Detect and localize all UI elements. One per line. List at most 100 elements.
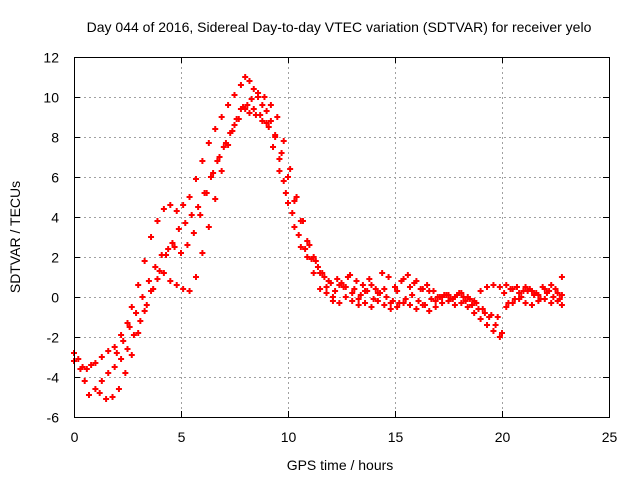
data-point (85, 392, 92, 398)
data-point (321, 274, 328, 280)
data-point (167, 202, 174, 208)
data-point (105, 370, 112, 376)
data-point (126, 324, 133, 330)
data-point (222, 140, 229, 146)
y-axis-label: SDTVAR / TECUs (7, 181, 23, 293)
data-point (494, 314, 501, 320)
data-point (297, 244, 304, 250)
data-point (539, 284, 546, 290)
data-point (141, 308, 148, 314)
data-point (503, 282, 510, 288)
data-point (199, 158, 206, 164)
data-point (392, 284, 398, 290)
data-point (381, 302, 388, 308)
data-point (160, 270, 167, 276)
data-point (96, 390, 103, 396)
data-point (351, 286, 358, 292)
data-point (406, 302, 413, 308)
data-point (199, 250, 206, 256)
data-point (291, 224, 298, 230)
data-point (156, 268, 163, 274)
data-point (481, 310, 488, 316)
data-point (203, 190, 210, 196)
data-point (246, 78, 253, 84)
data-point (122, 370, 129, 376)
data-point (282, 190, 289, 196)
x-tick-label: 20 (495, 429, 511, 445)
data-point (458, 300, 465, 306)
tick-layer: 0 5 10 15 20 25 -6 -4 -2 0 2 4 6 8 10 12 (43, 50, 617, 446)
data-point (291, 198, 298, 204)
data-point (317, 286, 324, 292)
data-point (280, 138, 287, 144)
data-point (293, 194, 300, 200)
data-point (137, 318, 144, 324)
data-point (145, 278, 152, 284)
data-point (359, 282, 366, 288)
data-point (250, 86, 257, 92)
data-point (387, 306, 394, 312)
data-point (394, 304, 401, 310)
data-point (109, 394, 116, 400)
data-point (81, 378, 88, 384)
data-point (484, 284, 491, 290)
data-point (205, 224, 212, 230)
data-point (447, 296, 454, 302)
y-tick-label: -6 (47, 410, 60, 426)
data-point (210, 170, 217, 176)
data-point (242, 106, 249, 112)
data-point (259, 102, 266, 108)
data-point (319, 270, 326, 276)
y-tick-label: 8 (51, 130, 59, 146)
data-point (267, 118, 274, 124)
series-track-3 (96, 102, 565, 402)
data-point (552, 286, 559, 292)
series-track-4 (113, 90, 563, 356)
data-point (261, 94, 268, 100)
data-point (413, 306, 420, 312)
data-point (190, 230, 197, 236)
y-tick-label: 0 (51, 290, 59, 306)
data-point (265, 124, 272, 130)
data-point (205, 140, 212, 146)
data-point (128, 352, 135, 358)
data-point (113, 350, 120, 356)
y-tick-label: 6 (51, 170, 59, 186)
data-point (295, 232, 302, 238)
data-point (188, 212, 195, 218)
data-point (130, 332, 137, 338)
data-point (344, 274, 351, 280)
x-tick-label: 10 (281, 429, 297, 445)
data-point (152, 264, 159, 270)
data-point (441, 292, 448, 298)
data-point (312, 258, 319, 264)
data-point (302, 246, 309, 252)
data-point (349, 290, 356, 296)
data-point (154, 218, 161, 224)
data-point (415, 298, 422, 304)
data-point (186, 194, 193, 200)
data-point (357, 292, 364, 298)
data-point (229, 128, 236, 134)
data-point (111, 344, 118, 350)
data-point (334, 276, 341, 282)
data-point (511, 296, 518, 302)
data-point (231, 122, 238, 128)
data-point (484, 322, 491, 328)
data-point (451, 302, 458, 308)
data-point (103, 396, 110, 402)
data-point (505, 300, 512, 306)
data-point (195, 204, 202, 210)
plot-frame (74, 57, 610, 418)
data-point (406, 284, 413, 290)
data-point (396, 300, 403, 306)
data-point (558, 302, 565, 308)
series-track-2 (71, 104, 565, 398)
x-tick-label: 15 (388, 429, 404, 445)
data-point (285, 200, 291, 206)
x-tick-label: 25 (602, 429, 618, 445)
data-point (225, 102, 232, 108)
data-point (353, 278, 360, 284)
data-point (473, 300, 480, 306)
